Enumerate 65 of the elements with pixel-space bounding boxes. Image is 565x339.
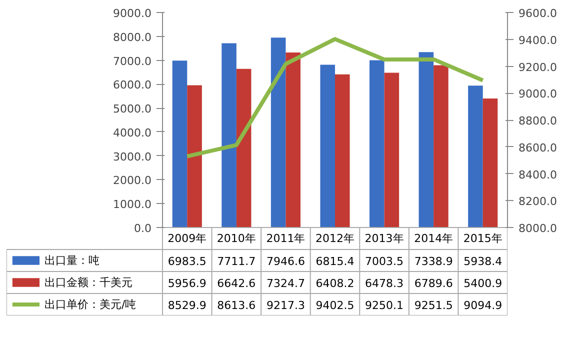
data-label: 5400.9 xyxy=(464,277,502,290)
bar xyxy=(222,43,236,228)
data-label: 5938.4 xyxy=(464,255,502,268)
data-label: 6478.3 xyxy=(365,277,404,290)
bar xyxy=(482,98,498,228)
data-label: 7338.9 xyxy=(414,255,453,268)
data-label: 6789.6 xyxy=(414,277,453,290)
bar xyxy=(468,86,483,228)
bar xyxy=(434,65,448,228)
y2-tick-label: 8400.0 xyxy=(518,168,557,182)
y2-tick-label: 8000.0 xyxy=(518,222,557,235)
y2-tick-label: 8200.0 xyxy=(518,195,557,208)
data-label: 9251.5 xyxy=(414,299,453,312)
bar xyxy=(187,85,202,228)
data-label: 7324.7 xyxy=(266,277,305,290)
y-tick-label: 2000.0 xyxy=(113,174,152,188)
y-tick-label: 1000.0 xyxy=(113,198,152,212)
data-label: 7711.7 xyxy=(217,255,256,268)
line-series xyxy=(185,37,485,158)
bar xyxy=(270,38,286,228)
data-label: 7946.6 xyxy=(266,255,305,268)
data-label: 9402.5 xyxy=(316,299,354,312)
x-tick-label: 2015年 xyxy=(463,232,502,245)
x-tick-label: 2012年 xyxy=(316,232,355,245)
bar xyxy=(286,52,300,228)
y2-tick-label: 9600.0 xyxy=(518,7,557,20)
data-label: 8529.9 xyxy=(168,299,206,312)
x-tick-label: 2013年 xyxy=(364,232,404,245)
x-tick-label: 2011年 xyxy=(266,232,306,245)
y-tick-label: 8000.0 xyxy=(113,30,152,44)
data-label: 6408.2 xyxy=(316,277,354,290)
legend-label: 出口金额：千美元 xyxy=(44,276,132,289)
bar xyxy=(335,74,350,228)
y-tick-label: 6000.0 xyxy=(113,78,152,92)
data-label: 7003.5 xyxy=(365,255,404,268)
legend-label: 出口单价：美元/吨 xyxy=(44,298,136,311)
data-label: 5956.9 xyxy=(168,277,206,290)
legend-label: 出口量：吨 xyxy=(44,254,100,267)
bar xyxy=(370,60,384,228)
bar xyxy=(172,60,188,228)
x-tick-label: 2009年 xyxy=(168,232,207,245)
bar xyxy=(236,68,252,228)
y-tick-label: 3000.0 xyxy=(113,150,152,164)
y2-tick-label: 8600.0 xyxy=(518,141,557,154)
y-tick-label: 0.0 xyxy=(134,222,152,235)
bar xyxy=(418,52,434,228)
y2-tick-label: 9400.0 xyxy=(518,34,557,47)
data-label: 6983.5 xyxy=(168,255,206,268)
x-tick-label: 2010年 xyxy=(216,232,256,245)
data-label: 9094.9 xyxy=(464,299,502,312)
y2-tick-label: 8800.0 xyxy=(518,114,557,128)
data-label: 6642.6 xyxy=(217,277,256,290)
y-tick-label: 4000.0 xyxy=(113,126,152,140)
data-label: 8613.6 xyxy=(217,299,256,312)
y-tick-label: 7000.0 xyxy=(113,54,152,68)
y2-tick-label: 9000.0 xyxy=(518,88,557,101)
data-label: 9217.3 xyxy=(266,299,305,312)
y-tick-label: 5000.0 xyxy=(113,102,152,116)
y2-tick-label: 9200.0 xyxy=(518,60,557,74)
bar xyxy=(320,64,335,228)
bar xyxy=(384,72,400,228)
y-tick-label: 9000.0 xyxy=(113,7,152,20)
data-label: 9250.1 xyxy=(365,299,404,312)
data-label: 6815.4 xyxy=(316,255,354,268)
x-tick-label: 2014年 xyxy=(414,232,454,245)
